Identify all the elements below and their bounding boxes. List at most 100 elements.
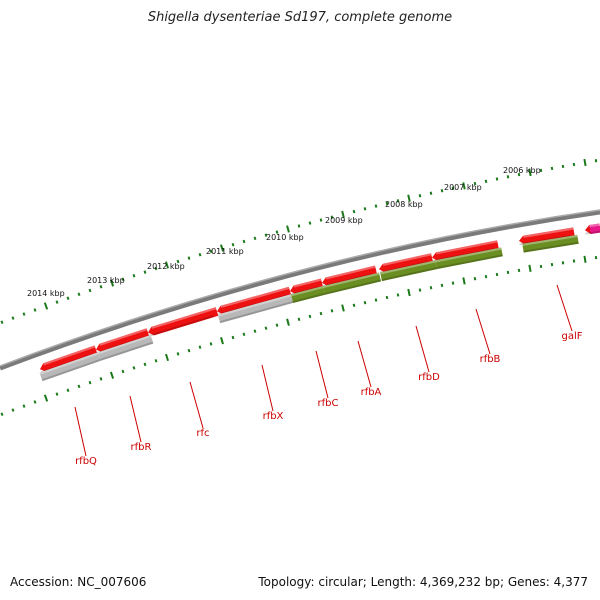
outer-minor-tick	[363, 207, 367, 211]
inner-minor-tick	[187, 348, 191, 353]
gene-label-rfbq[interactable]: rfbQ	[75, 456, 97, 467]
inner-minor-tick	[308, 314, 312, 319]
gene-label-rfbr[interactable]: rfbR	[131, 442, 152, 453]
outer-minor-tick	[440, 189, 444, 193]
inner-minor-tick	[396, 293, 400, 297]
inner-minor-tick	[22, 404, 26, 408]
inner-major-tick	[286, 318, 290, 326]
inner-minor-tick	[143, 362, 147, 367]
outer-minor-tick	[11, 316, 15, 320]
outer-minor-tick	[55, 300, 59, 304]
inner-major-tick	[43, 394, 49, 402]
accession-text: Accession: NC_007606	[10, 575, 147, 589]
gene-label-leader	[74, 406, 87, 457]
outer-minor-tick	[121, 277, 125, 282]
inner-minor-tick	[242, 332, 246, 337]
outer-minor-tick	[418, 194, 422, 198]
outer-minor-tick	[253, 236, 257, 241]
outer-major-tick	[407, 194, 411, 202]
outer-major-tick	[462, 182, 466, 190]
inner-major-tick	[407, 288, 411, 297]
gene-gray-2[interactable]	[97, 334, 154, 361]
inner-minor-tick	[275, 323, 279, 327]
gene-green-4[interactable]	[435, 247, 503, 270]
outer-major-tick	[341, 210, 345, 219]
inner-minor-tick	[495, 272, 499, 277]
gene-label-rfbc[interactable]: rfbC	[318, 398, 339, 409]
inner-major-tick	[220, 337, 224, 345]
gene-label-galf[interactable]: galF	[561, 331, 582, 342]
inner-minor-tick	[352, 303, 356, 307]
outer-minor-tick	[242, 239, 246, 244]
outer-minor-tick	[187, 256, 191, 260]
inner-minor-tick	[0, 412, 4, 416]
inner-minor-tick	[154, 359, 158, 363]
gene-label-rfbb[interactable]: rfbB	[480, 354, 501, 365]
outer-minor-tick	[297, 224, 301, 228]
outer-minor-tick	[539, 168, 543, 173]
inner-minor-tick	[374, 298, 378, 302]
outer-minor-tick	[143, 270, 147, 274]
kbp-label: 2006 kbp	[503, 166, 541, 175]
kbp-label-group: 2014 kbp 2013 kbp 2012 kbp 2011 kbp 2010 kbp…	[27, 166, 541, 298]
outer-minor-tick	[0, 320, 4, 324]
inner-minor-tick	[253, 329, 257, 333]
outer-minor-tick	[22, 312, 26, 316]
inner-minor-tick	[297, 317, 301, 322]
gene-label-rfc[interactable]: rfc	[196, 428, 209, 439]
gene-magenta[interactable]	[589, 223, 600, 234]
gene-label-rfbd[interactable]: rfbD	[418, 372, 440, 383]
inner-major-tick	[583, 255, 587, 263]
gene-green-3[interactable]	[380, 260, 437, 282]
outer-minor-tick	[495, 177, 499, 181]
inner-minor-tick	[209, 342, 213, 346]
inner-minor-tick	[198, 345, 202, 349]
gene-label-leader	[475, 308, 491, 355]
gene-gray-3[interactable]	[217, 294, 294, 324]
kbp-label: 2012 kbp	[147, 262, 185, 271]
gene-gray-1[interactable]	[39, 352, 101, 382]
gene-label-rfbx[interactable]: rfbX	[263, 411, 284, 422]
outer-major-tick	[220, 244, 224, 252]
outer-minor-tick	[154, 266, 158, 271]
inner-minor-tick	[11, 408, 15, 412]
gene-green-1[interactable]	[290, 286, 326, 303]
gene-label-leader	[129, 395, 142, 443]
inner-minor-tick	[561, 261, 565, 265]
inner-minor-tick	[330, 309, 334, 313]
outer-minor-tick	[209, 249, 213, 254]
outer-minor-tick	[88, 288, 92, 293]
outer-minor-tick	[319, 218, 323, 222]
outer-major-tick	[286, 225, 290, 233]
outer-minor-tick	[550, 166, 554, 171]
outer-minor-tick	[198, 252, 202, 257]
inner-major-tick	[462, 277, 466, 285]
outer-major-tick	[528, 168, 532, 177]
outer-minor-tick	[374, 204, 378, 208]
outer-minor-tick	[594, 159, 598, 163]
gene-label-rfba[interactable]: rfbA	[361, 387, 382, 398]
gene-label-leader	[357, 340, 372, 388]
gene-green-5[interactable]	[522, 234, 579, 253]
inner-minor-tick	[385, 295, 389, 300]
inner-minor-tick	[231, 335, 235, 340]
outer-minor-tick	[308, 221, 312, 225]
inner-minor-tick	[550, 262, 554, 267]
inner-major-tick	[109, 371, 115, 379]
inner-minor-tick	[484, 274, 488, 279]
outer-minor-tick	[473, 181, 477, 186]
gene-label-leader	[189, 381, 204, 429]
inner-minor-tick	[264, 326, 268, 330]
outer-minor-tick	[264, 233, 268, 237]
inner-major-tick	[341, 304, 345, 312]
gene-red-3[interactable]	[147, 307, 219, 337]
outer-minor-tick	[132, 273, 136, 278]
kbp-label: 2010 kbp	[266, 233, 304, 242]
outer-minor-tick	[77, 292, 81, 297]
inner-minor-tick	[418, 288, 422, 292]
outer-minor-tick	[506, 175, 510, 179]
inner-minor-tick	[33, 400, 37, 404]
gene-green-2[interactable]	[322, 272, 382, 295]
outer-minor-tick	[385, 201, 389, 206]
